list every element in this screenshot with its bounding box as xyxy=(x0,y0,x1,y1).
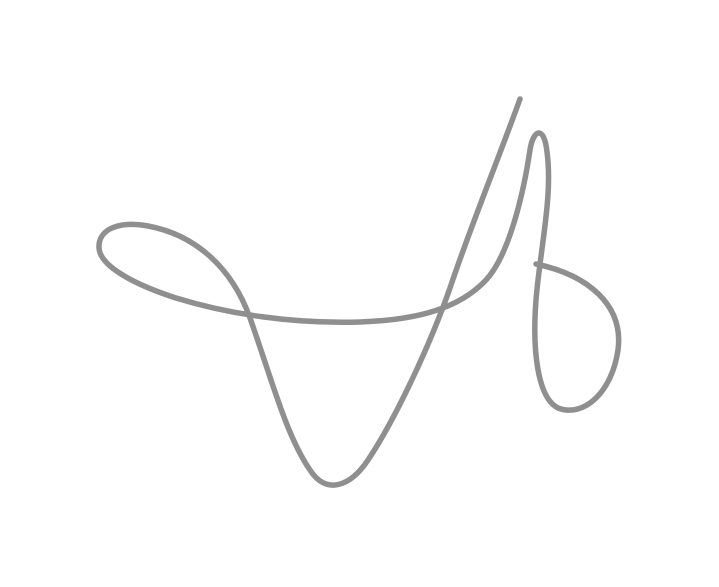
signature-stroke-main xyxy=(96,96,622,488)
